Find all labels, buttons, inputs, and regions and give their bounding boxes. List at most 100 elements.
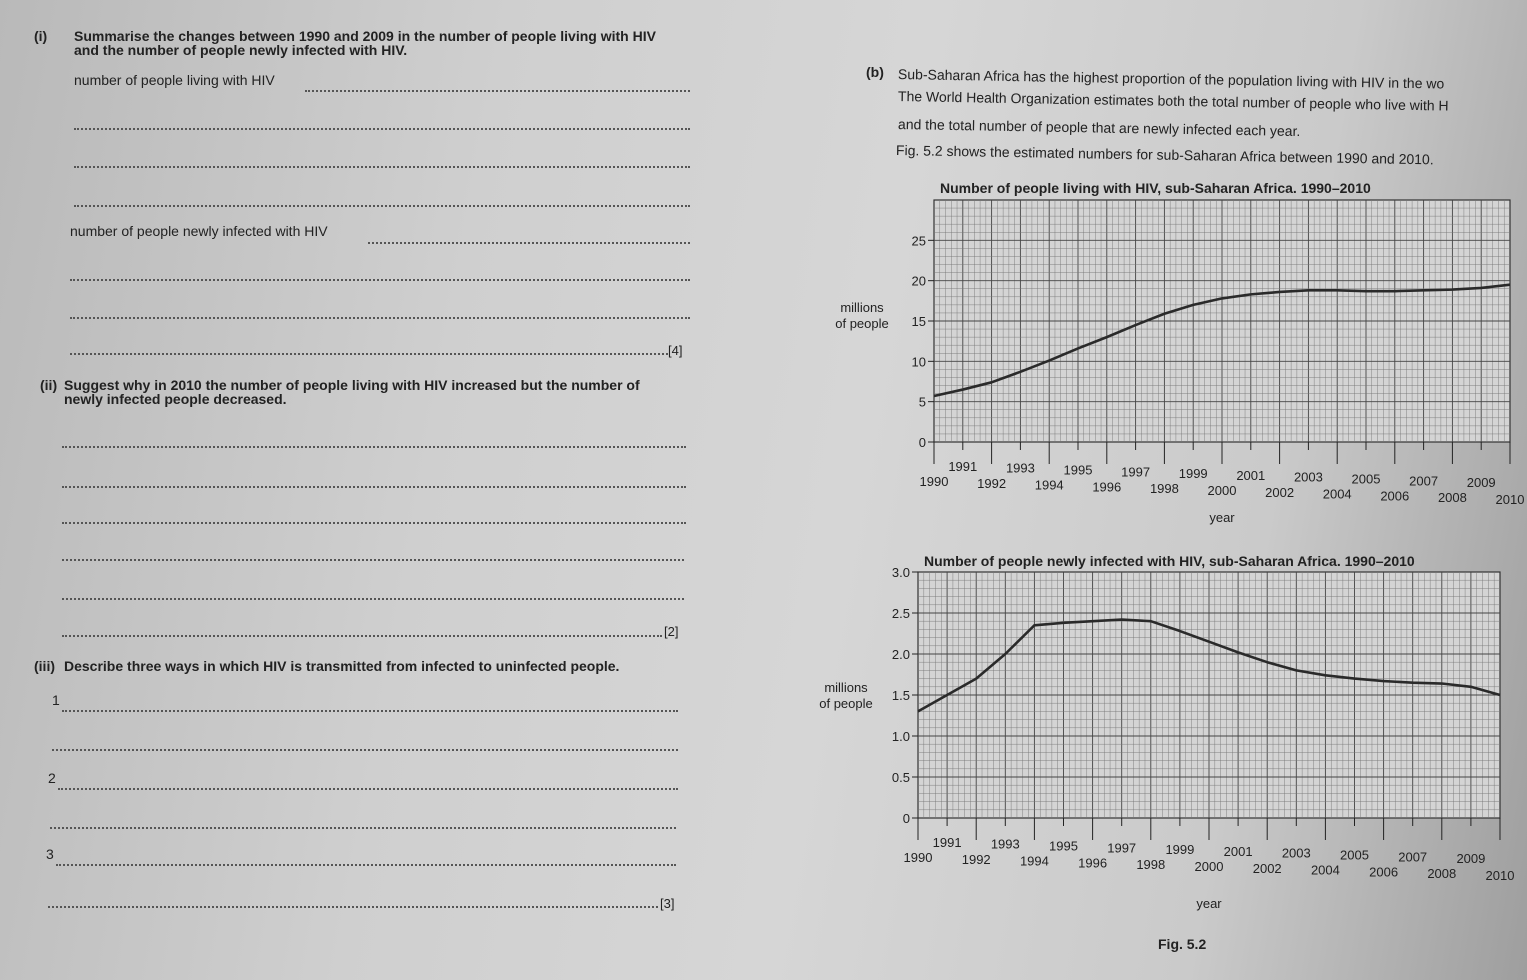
x-tick-label: 1999 <box>1165 842 1194 857</box>
y-tick-label: 1.0 <box>892 729 910 744</box>
marks-3: [3] <box>660 896 675 911</box>
part-ii-text-line1: Suggest why in 2010 the number of people… <box>64 377 640 393</box>
x-tick-label: 2004 <box>1311 863 1340 878</box>
marks-2: [2] <box>664 624 679 639</box>
y-axis-label: of people <box>835 316 889 331</box>
answer-line[interactable] <box>48 906 658 908</box>
x-tick-label: 1991 <box>933 835 962 850</box>
part-ii-label: (ii) <box>40 377 58 393</box>
x-tick-label: 1998 <box>1150 481 1179 496</box>
part-iii-label: (iii) <box>34 658 55 674</box>
part-b-label: (b) <box>866 64 884 80</box>
y-axis-label: millions <box>824 680 868 695</box>
part-ii-text-line2: newly infected people decreased. <box>64 391 287 407</box>
part-i-label: (i) <box>34 28 48 44</box>
y-tick-label: 5 <box>919 395 926 410</box>
x-tick-label: 2010 <box>1496 492 1525 507</box>
answer-line[interactable] <box>74 205 690 207</box>
y-tick-label: 15 <box>912 314 926 329</box>
chart-title: Number of people newly infected with HIV… <box>924 553 1415 569</box>
x-tick-label: 2006 <box>1380 488 1409 503</box>
x-axis-label: year <box>1196 896 1222 911</box>
marks-4: [4] <box>668 343 683 358</box>
answer-line[interactable] <box>62 559 684 561</box>
answer-line[interactable] <box>52 749 678 751</box>
x-tick-label: 1998 <box>1136 857 1165 872</box>
x-tick-label: 2004 <box>1323 487 1352 502</box>
x-tick-label: 2002 <box>1265 485 1294 500</box>
x-tick-label: 2008 <box>1427 866 1456 881</box>
x-tick-label: 1996 <box>1078 855 1107 870</box>
x-tick-label: 2000 <box>1208 483 1237 498</box>
x-tick-label: 1997 <box>1121 464 1150 479</box>
x-tick-label: 1995 <box>1064 463 1093 478</box>
chart-title: Number of people living with HIV, sub-Sa… <box>940 180 1371 196</box>
part-iii-text: Describe three ways in which HIV is tran… <box>64 658 620 674</box>
x-tick-label: 2002 <box>1253 861 1282 876</box>
x-tick-label: 2009 <box>1456 851 1485 866</box>
answer-line[interactable] <box>74 166 690 168</box>
x-tick-label: 2003 <box>1282 846 1311 861</box>
y-tick-label: 2.0 <box>892 647 910 662</box>
x-tick-label: 1994 <box>1035 478 1064 493</box>
x-tick-label: 2000 <box>1195 859 1224 874</box>
x-tick-label: 2008 <box>1438 490 1467 505</box>
x-tick-label: 1997 <box>1107 840 1136 855</box>
answer-line[interactable] <box>305 90 690 92</box>
x-tick-label: 1991 <box>948 459 977 474</box>
y-tick-label: 1.5 <box>892 688 910 703</box>
y-tick-label: 20 <box>912 274 926 289</box>
answer-line[interactable] <box>368 242 690 244</box>
x-tick-label: 2005 <box>1340 848 1369 863</box>
y-axis-label: of people <box>819 696 873 711</box>
answer-line[interactable] <box>74 128 690 130</box>
y-tick-label: 25 <box>912 233 926 248</box>
answer-line[interactable] <box>62 522 686 524</box>
x-axis-label: year <box>1209 510 1235 525</box>
answer-line[interactable] <box>70 317 690 319</box>
figure-caption: Fig. 5.2 <box>1158 936 1207 952</box>
y-tick-label: 3.0 <box>892 565 910 580</box>
answer-line[interactable] <box>50 827 676 829</box>
x-tick-label: 1993 <box>1006 461 1035 476</box>
x-tick-label: 2007 <box>1398 849 1427 864</box>
y-tick-label: 2.5 <box>892 606 910 621</box>
x-tick-label: 1992 <box>962 852 991 867</box>
item-number: 3 <box>46 846 54 862</box>
answer-line[interactable] <box>70 279 690 281</box>
answer-line[interactable] <box>58 788 678 790</box>
item-number: 1 <box>52 692 60 708</box>
x-tick-label: 1992 <box>977 476 1006 491</box>
x-tick-label: 1995 <box>1049 839 1078 854</box>
answer-line[interactable] <box>62 446 686 448</box>
x-tick-label: 1994 <box>1020 854 1049 869</box>
x-tick-label: 2010 <box>1486 868 1515 883</box>
y-tick-label: 0.5 <box>892 770 910 785</box>
x-tick-label: 2005 <box>1352 472 1381 487</box>
x-tick-label: 2001 <box>1236 468 1265 483</box>
x-tick-label: 2009 <box>1467 475 1496 490</box>
answer-line[interactable] <box>62 598 684 600</box>
answer-line[interactable] <box>62 635 662 637</box>
data-line <box>933 283 1511 398</box>
y-tick-label: 0 <box>919 435 926 450</box>
x-tick-label: 1990 <box>920 474 949 489</box>
x-tick-label: 1993 <box>991 837 1020 852</box>
answer-line[interactable] <box>62 710 678 712</box>
y-axis-label: millions <box>840 300 884 315</box>
x-tick-label: 2001 <box>1224 844 1253 859</box>
x-tick-label: 1999 <box>1179 466 1208 481</box>
y-tick-label: 10 <box>912 354 926 369</box>
x-tick-label: 2003 <box>1294 470 1323 485</box>
x-tick-label: 1996 <box>1092 479 1121 494</box>
data-line <box>917 618 1501 713</box>
prompt-living: number of people living with HIV <box>74 72 275 88</box>
part-i-text-line2: and the number of people newly infected … <box>74 42 408 58</box>
answer-line[interactable] <box>62 486 686 488</box>
answer-line[interactable] <box>70 353 668 355</box>
y-tick-label: 0 <box>903 811 910 826</box>
part-i-text-line1: Summarise the changes between 1990 and 2… <box>74 28 656 44</box>
x-tick-label: 1990 <box>904 850 933 865</box>
answer-line[interactable] <box>56 864 676 866</box>
chart-2: Number of people newly infected with HIV… <box>819 553 1514 911</box>
